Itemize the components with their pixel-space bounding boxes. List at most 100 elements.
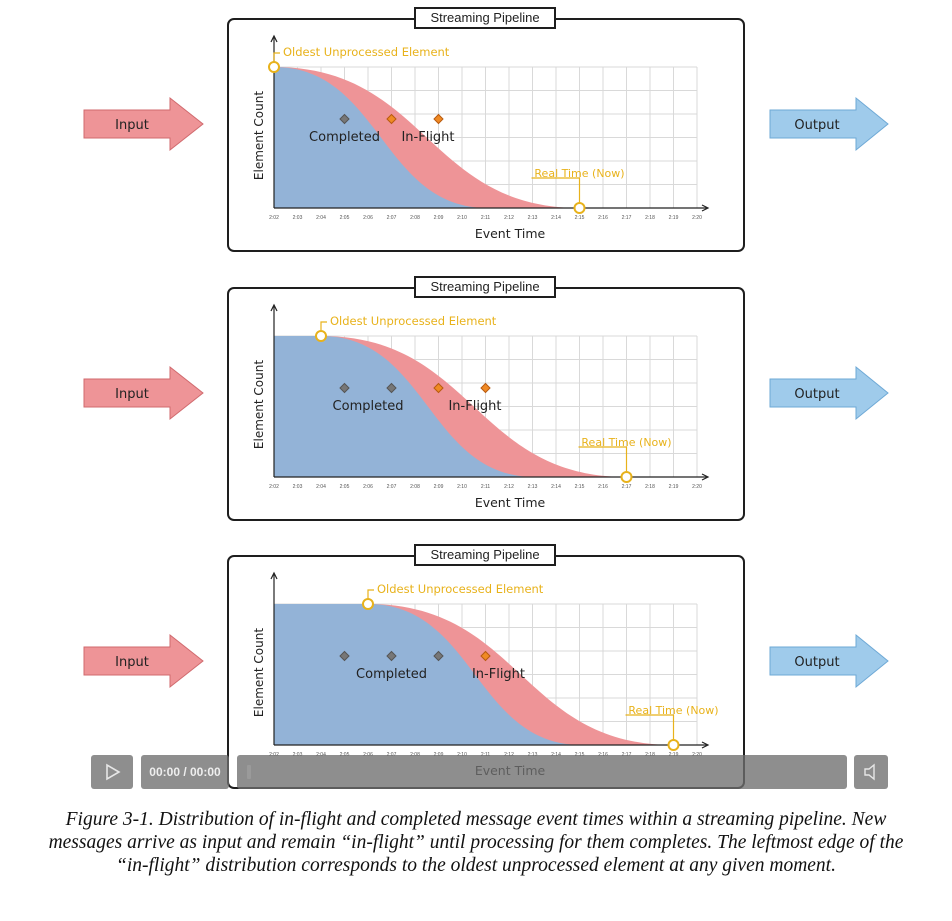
in-flight-label: In-Flight [401, 130, 454, 145]
x-tick-label: 2:05 [340, 215, 350, 221]
x-tick-label: 2:07 [387, 484, 397, 490]
y-axis-arrowhead [270, 303, 278, 312]
x-tick-label: 2:09 [434, 215, 444, 221]
real-time-callout-line [625, 714, 675, 739]
oldest-unprocessed-marker [315, 330, 327, 342]
figure-caption: Figure 3-1. Distribution of in-flight an… [48, 809, 904, 876]
y-axis-label: Element Count [252, 91, 266, 180]
x-axis-arrowhead [701, 473, 710, 481]
real-time-label: Real Time (Now) [534, 167, 624, 180]
volume-button[interactable] [854, 755, 888, 789]
x-tick-label: 2:15 [575, 484, 585, 490]
x-tick-label: 2:05 [340, 484, 350, 490]
oldest-unprocessed-marker [362, 598, 374, 610]
completed-dot [386, 650, 397, 662]
x-tick-label: 2:03 [293, 215, 303, 221]
completed-dot [339, 113, 350, 125]
x-tick-label: 2:09 [434, 484, 444, 490]
x-tick-label: 2:17 [622, 215, 632, 221]
completed-area [274, 67, 488, 208]
arrows-layer: Input Output [83, 633, 889, 689]
x-tick-label: 2:11 [481, 215, 491, 221]
distribution-chart: 2:02 2:03 2:04 2:05 2:06 2:07 2:08 2:09 2:10 2:11… [252, 34, 710, 241]
output-label: Output [794, 118, 839, 133]
completed-dot [433, 650, 444, 662]
oldest-callout-line [320, 321, 327, 330]
y-axis-label: Element Count [252, 628, 266, 717]
arrows-layer: Input Output [83, 365, 889, 421]
oldest-unprocessed-label: Oldest Unprocessed Element [330, 314, 497, 328]
in-flight-label: In-Flight [472, 667, 525, 682]
input-arrow [83, 633, 204, 689]
x-axis-arrowhead [701, 741, 710, 749]
distribution-chart: 2:02 2:03 2:04 2:05 2:06 2:07 2:08 2:09 2:10 2:11… [252, 303, 710, 510]
x-tick-label: 2:13 [528, 484, 538, 490]
completed-label: Completed [333, 399, 404, 414]
x-tick-label: 2:08 [410, 215, 420, 221]
x-tick-label: 2:12 [504, 215, 514, 221]
x-tick-label: 2:20 [692, 484, 702, 490]
x-tick-label: 2:06 [363, 484, 373, 490]
x-tick-label: 2:19 [669, 484, 679, 490]
real-time-callout-line [578, 446, 628, 471]
y-axis-label: Element Count [252, 360, 266, 449]
real-time-label: Real Time (Now) [581, 436, 671, 449]
y-axis-arrowhead [270, 34, 278, 43]
output-arrow [769, 96, 889, 152]
x-tick-label: 2:04 [316, 215, 326, 221]
completed-dot [339, 382, 350, 394]
x-axis-label: Event Time [475, 226, 546, 241]
oldest-unprocessed-label: Oldest Unprocessed Element [377, 582, 544, 596]
pipeline-title: Streaming Pipeline [414, 544, 556, 566]
time-display: 00:00 / 00:00 [141, 755, 229, 789]
oldest-unprocessed-marker [268, 61, 280, 73]
completed-area [274, 604, 582, 745]
x-tick-label: 2:17 [622, 484, 632, 490]
x-tick-label: 2:19 [669, 215, 679, 221]
x-tick-label: 2:03 [293, 484, 303, 490]
completed-dot [386, 382, 397, 394]
input-arrow [83, 96, 204, 152]
in-flight-dot [480, 382, 491, 394]
pipeline-title: Streaming Pipeline [414, 276, 556, 298]
in-flight-dot [433, 113, 444, 125]
pipeline-title: Streaming Pipeline [414, 7, 556, 29]
time-display-text: 00:00 / 00:00 [149, 765, 221, 779]
completed-dot [339, 650, 350, 662]
play-icon [106, 763, 121, 781]
x-tick-label: 2:02 [269, 484, 279, 490]
in-flight-dot [480, 650, 491, 662]
real-time-marker [667, 739, 680, 751]
progress-handle[interactable] [247, 765, 251, 779]
x-axis-label: Event Time [475, 495, 546, 510]
completed-area [274, 336, 535, 477]
real-time-label: Real Time (Now) [628, 704, 718, 717]
x-tick-label: 2:04 [316, 484, 326, 490]
output-arrow [769, 633, 889, 689]
completed-label: Completed [309, 130, 380, 145]
oldest-unprocessed-label: Oldest Unprocessed Element [283, 45, 450, 59]
x-tick-label: 2:10 [457, 215, 467, 221]
output-arrow [769, 365, 889, 421]
oldest-callout-line [367, 589, 374, 598]
video-player-controls: 00:00 / 00:00 [91, 755, 888, 789]
real-time-marker [620, 471, 633, 483]
output-label: Output [794, 655, 839, 670]
x-tick-label: 2:15 [575, 215, 585, 221]
x-tick-label: 2:14 [551, 215, 561, 221]
input-arrow [83, 365, 204, 421]
x-tick-label: 2:16 [598, 215, 608, 221]
y-axis-arrowhead [270, 571, 278, 580]
in-flight-dot [433, 382, 444, 394]
input-label: Input [115, 118, 149, 133]
progress-bar[interactable] [237, 755, 847, 789]
play-button[interactable] [91, 755, 133, 789]
x-tick-label: 2:07 [387, 215, 397, 221]
completed-label: Completed [356, 667, 427, 682]
in-flight-label: In-Flight [448, 399, 501, 414]
x-tick-label: 2:11 [481, 484, 491, 490]
x-tick-label: 2:18 [645, 484, 655, 490]
x-tick-label: 2:16 [598, 484, 608, 490]
